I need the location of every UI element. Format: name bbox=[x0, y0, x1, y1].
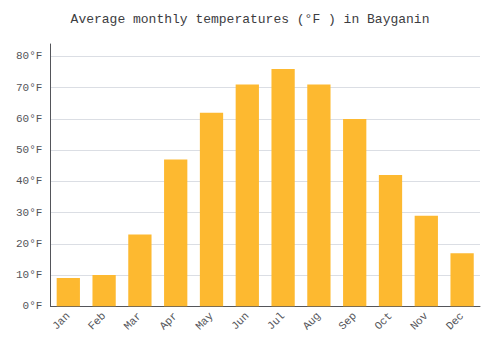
svg-text:Oct: Oct bbox=[372, 310, 394, 332]
svg-text:Jun: Jun bbox=[229, 310, 251, 332]
svg-text:Aug: Aug bbox=[301, 310, 323, 332]
svg-text:30°F: 30°F bbox=[16, 207, 42, 219]
svg-text:Feb: Feb bbox=[86, 310, 108, 332]
svg-text:Jul: Jul bbox=[265, 310, 287, 332]
svg-text:80°F: 80°F bbox=[16, 50, 42, 62]
svg-text:Average monthly temperatures (: Average monthly temperatures (°F ) in Ba… bbox=[71, 12, 430, 27]
svg-text:50°F: 50°F bbox=[16, 144, 42, 156]
svg-text:10°F: 10°F bbox=[16, 269, 42, 281]
svg-text:Apr: Apr bbox=[157, 310, 179, 332]
svg-text:Sep: Sep bbox=[336, 310, 358, 332]
svg-text:Jan: Jan bbox=[50, 310, 72, 332]
svg-text:20°F: 20°F bbox=[16, 238, 42, 250]
svg-text:Mar: Mar bbox=[122, 310, 144, 332]
svg-text:70°F: 70°F bbox=[16, 82, 42, 94]
svg-text:Dec: Dec bbox=[444, 310, 466, 332]
svg-text:May: May bbox=[193, 310, 216, 333]
svg-text:0°F: 0°F bbox=[23, 300, 43, 312]
svg-text:Nov: Nov bbox=[408, 310, 431, 333]
svg-text:60°F: 60°F bbox=[16, 113, 42, 125]
svg-text:40°F: 40°F bbox=[16, 175, 42, 187]
